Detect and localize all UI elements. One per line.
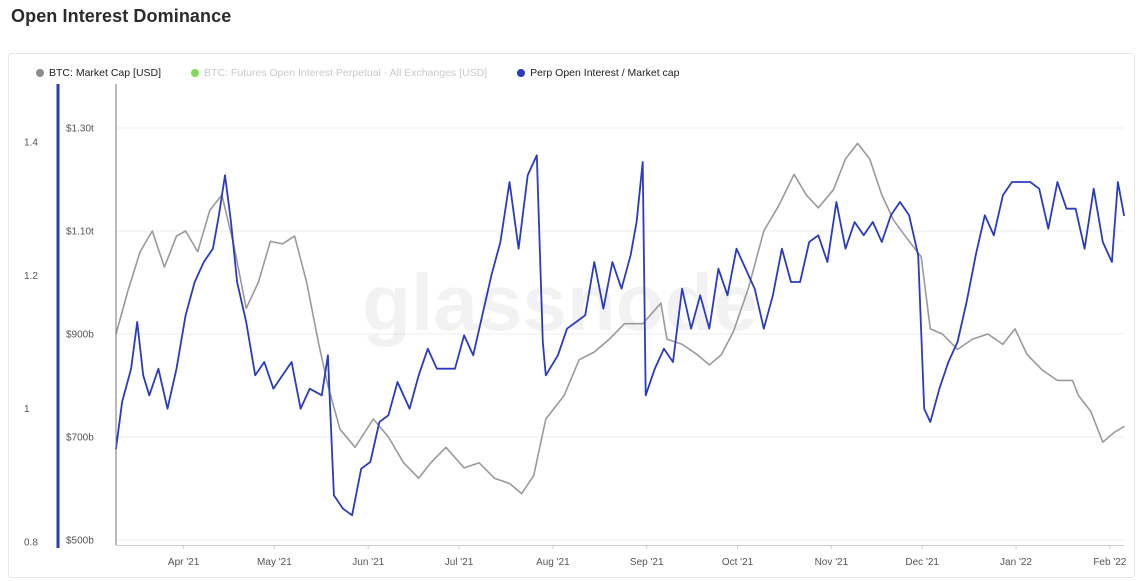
legend-dot-futures-oi (191, 69, 200, 77)
chart-card (8, 53, 1135, 578)
watermark: glassnode (362, 258, 758, 347)
chart-legend: BTC: Market Cap [USD] BTC: Futures Open … (36, 66, 709, 80)
x-tick-label: Jan '22 (1000, 557, 1032, 568)
series-line-perp-oi-ratio (115, 154, 1125, 517)
x-tick-label: Dec '21 (905, 557, 939, 568)
series-line-market-cap (115, 142, 1125, 495)
legend-item-perp-oi-ratio[interactable]: Perp Open Interest / Market cap (517, 67, 679, 79)
y-right-tick-label: $500b (66, 536, 94, 547)
series-lines (115, 142, 1125, 517)
y-right-tick-label: $1.10t (66, 227, 94, 238)
y-left-tick-label: 1.4 (24, 138, 38, 149)
x-tick-label: Feb '22 (1093, 557, 1126, 568)
axis-ticks: $1.30t $1.10t $900b $700b $500b 1.4 1.2 1 0.8 Apr… (24, 124, 1127, 569)
legend-item-futures-oi[interactable]: BTC: Futures Open Interest Perpetual - A… (191, 67, 487, 79)
grid-lines (116, 127, 1124, 541)
y-right-tick-label: $900b (66, 330, 94, 341)
legend-dot-market-cap (36, 69, 44, 77)
legend-label-futures-oi: BTC: Futures Open Interest Perpetual - A… (204, 67, 488, 79)
y-left-tick-label: 1.2 (24, 271, 38, 282)
legend-label-market-cap: BTC: Market Cap [USD] (49, 67, 162, 79)
x-tick-label: Jun '21 (352, 557, 384, 568)
legend-item-market-cap[interactable]: BTC: Market Cap [USD] (36, 67, 161, 79)
y-right-tick-label: $700b (66, 433, 94, 444)
x-tick-label: Apr '21 (168, 557, 200, 568)
y-left-tick-label: 0.8 (24, 538, 38, 549)
y-left-tick-label: 1 (24, 404, 30, 415)
legend-label-perp-oi-ratio: Perp Open Interest / Market cap (530, 67, 680, 79)
x-tick-label: Nov '21 (815, 557, 849, 568)
x-tick-label: Oct '21 (722, 557, 754, 568)
legend-dot-perp-oi-ratio (517, 69, 526, 77)
x-tick-label: May '21 (257, 557, 292, 568)
y-right-tick-label: $1.30t (66, 124, 94, 135)
page-title: Open Interest Dominance (11, 6, 232, 26)
x-tick-label: Aug '21 (536, 557, 570, 568)
x-tick-label: Sep '21 (630, 557, 664, 568)
x-tick-label: Jul '21 (445, 557, 474, 568)
